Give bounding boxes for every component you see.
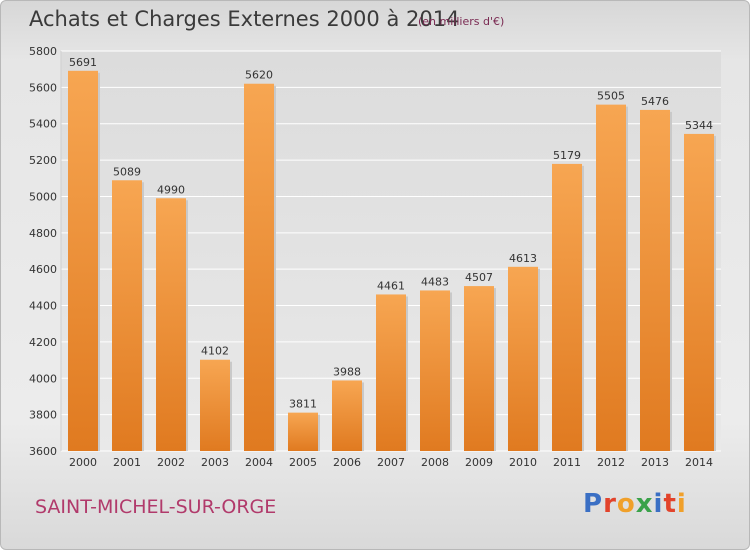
- data-label: 4102: [201, 345, 229, 358]
- data-label: 4483: [421, 275, 449, 288]
- chart-title: Achats et Charges Externes 2000 à 2014: [29, 7, 460, 31]
- bar: [156, 198, 186, 451]
- data-label: 5505: [597, 90, 625, 103]
- data-label: 5691: [69, 56, 97, 69]
- bar: [508, 266, 538, 451]
- y-tick-label: 4600: [29, 263, 57, 276]
- bar: [288, 412, 318, 451]
- bar: [420, 290, 450, 451]
- data-label: 5620: [245, 69, 273, 82]
- y-tick-label: 4800: [29, 227, 57, 240]
- x-tick-label: 2013: [641, 456, 669, 469]
- chart-subtitle: (en milliers d'€): [418, 15, 505, 28]
- x-tick-label: 2002: [157, 456, 185, 469]
- logo-letter: r: [603, 489, 617, 519]
- data-label: 5179: [553, 149, 581, 162]
- y-tick-label: 3800: [29, 409, 57, 422]
- data-label: 3811: [289, 398, 317, 411]
- y-tick-label: 5400: [29, 118, 57, 131]
- x-tick-label: 2010: [509, 456, 537, 469]
- x-tick-label: 2008: [421, 456, 449, 469]
- bar: [596, 104, 626, 452]
- y-tick-label: 4000: [29, 372, 57, 385]
- data-labels: 5691 5089 4990 4102 5620 3811 3988 4461 4483 4507…: [69, 56, 713, 411]
- x-axis-ticks: 2000 2001 2002 2003 2004 2005 2006 2007 2008 2009…: [69, 456, 713, 469]
- city-name: SAINT-MICHEL-SUR-ORGE: [35, 496, 277, 518]
- x-tick-label: 2009: [465, 456, 493, 469]
- bar: [464, 286, 494, 451]
- y-tick-label: 3600: [29, 445, 57, 458]
- x-tick-label: 2004: [245, 456, 273, 469]
- bar: [112, 180, 142, 452]
- logo-letter: x: [635, 489, 654, 519]
- bar: [200, 359, 230, 451]
- data-label: 5089: [113, 165, 141, 178]
- y-axis-ticks: 3600 3800 4000 4200 4400 4600 4800 5000 5200 5400…: [29, 45, 57, 458]
- x-tick-label: 2006: [333, 456, 361, 469]
- bar: [332, 380, 362, 451]
- x-tick-label: 2000: [69, 456, 97, 469]
- x-tick-label: 2003: [201, 456, 229, 469]
- y-tick-label: 5800: [29, 45, 57, 58]
- proxiti-logo: Proxiti: [583, 489, 687, 519]
- x-tick-label: 2012: [597, 456, 625, 469]
- x-tick-label: 2014: [685, 456, 713, 469]
- logo-letter: t: [663, 489, 677, 519]
- x-tick-label: 2005: [289, 456, 317, 469]
- logo-letter: o: [616, 489, 636, 519]
- data-label: 3988: [333, 365, 361, 378]
- x-tick-label: 2007: [377, 456, 405, 469]
- bar: [552, 163, 582, 451]
- bar: [376, 294, 406, 451]
- data-label: 4990: [157, 183, 185, 196]
- data-label: 4507: [465, 271, 493, 284]
- y-tick-label: 5200: [29, 154, 57, 167]
- logo-letter: i: [676, 489, 687, 519]
- y-tick-label: 5000: [29, 190, 57, 203]
- logo-letter: P: [583, 489, 604, 519]
- data-label: 5344: [685, 119, 713, 132]
- bars: [68, 70, 716, 452]
- data-label: 4613: [509, 252, 537, 265]
- y-tick-label: 5600: [29, 81, 57, 94]
- data-label: 4461: [377, 279, 405, 292]
- bar: [640, 109, 670, 451]
- data-label: 5476: [641, 95, 669, 108]
- logo-letter: i: [653, 489, 664, 519]
- x-tick-label: 2001: [113, 456, 141, 469]
- bar: [244, 83, 274, 452]
- x-tick-label: 2011: [553, 456, 581, 469]
- bar: [684, 133, 714, 451]
- y-tick-label: 4400: [29, 300, 57, 313]
- bar: [68, 70, 98, 452]
- y-tick-label: 4200: [29, 336, 57, 349]
